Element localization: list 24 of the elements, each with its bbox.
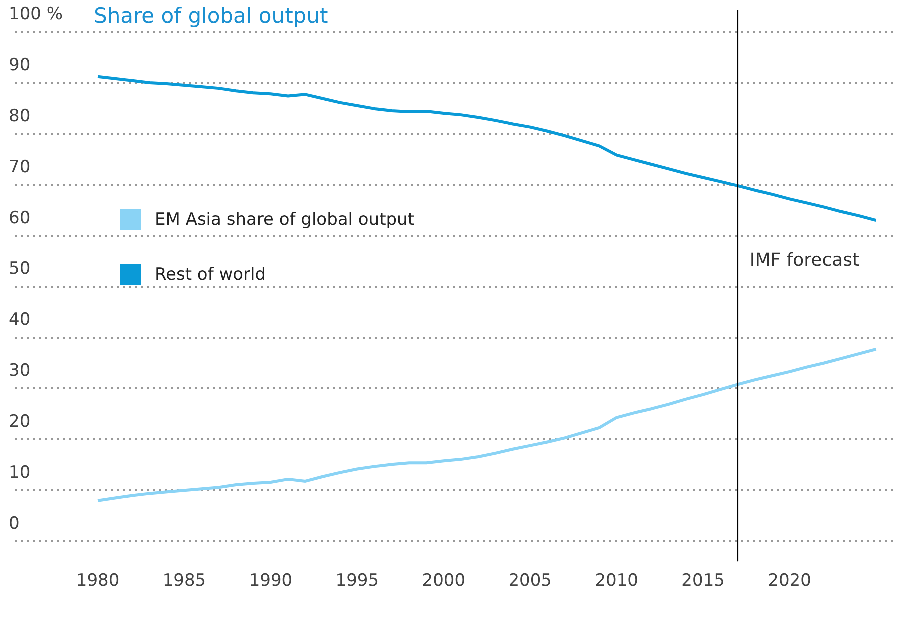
legend-label: Rest of world — [155, 264, 266, 284]
x-tick-label: 2015 — [682, 571, 725, 592]
x-tick-label: 1985 — [162, 571, 206, 592]
y-tick-label: 40 — [9, 310, 31, 330]
y-tick-label: 60 — [9, 208, 31, 228]
x-tick-label: 1995 — [336, 571, 380, 592]
x-tick-label: 1990 — [249, 571, 293, 592]
x-tick-label: 1980 — [76, 571, 120, 592]
y-tick-label: 70 — [9, 157, 31, 178]
y-tick-label: 20 — [9, 412, 31, 432]
x-tick-label: 2020 — [768, 571, 812, 592]
y-tick-label: 0 — [9, 514, 20, 534]
x-tick-label: 2000 — [422, 571, 466, 592]
x-tick-label: 2010 — [595, 571, 638, 592]
y-tick-label: 50 — [9, 259, 31, 280]
y-tick-label: 10 — [9, 463, 31, 484]
legend-label: EM Asia share of global output — [155, 210, 414, 230]
y-tick-label: 100 % — [9, 4, 64, 24]
y-tick-label: 80 — [9, 106, 31, 126]
y-tick-label: 30 — [9, 361, 31, 382]
chart-title: Share of global output — [94, 4, 328, 28]
x-tick-label: 2005 — [508, 571, 552, 592]
ref-line-label: IMF forecast — [750, 250, 860, 271]
y-tick-label: 90 — [9, 55, 31, 76]
